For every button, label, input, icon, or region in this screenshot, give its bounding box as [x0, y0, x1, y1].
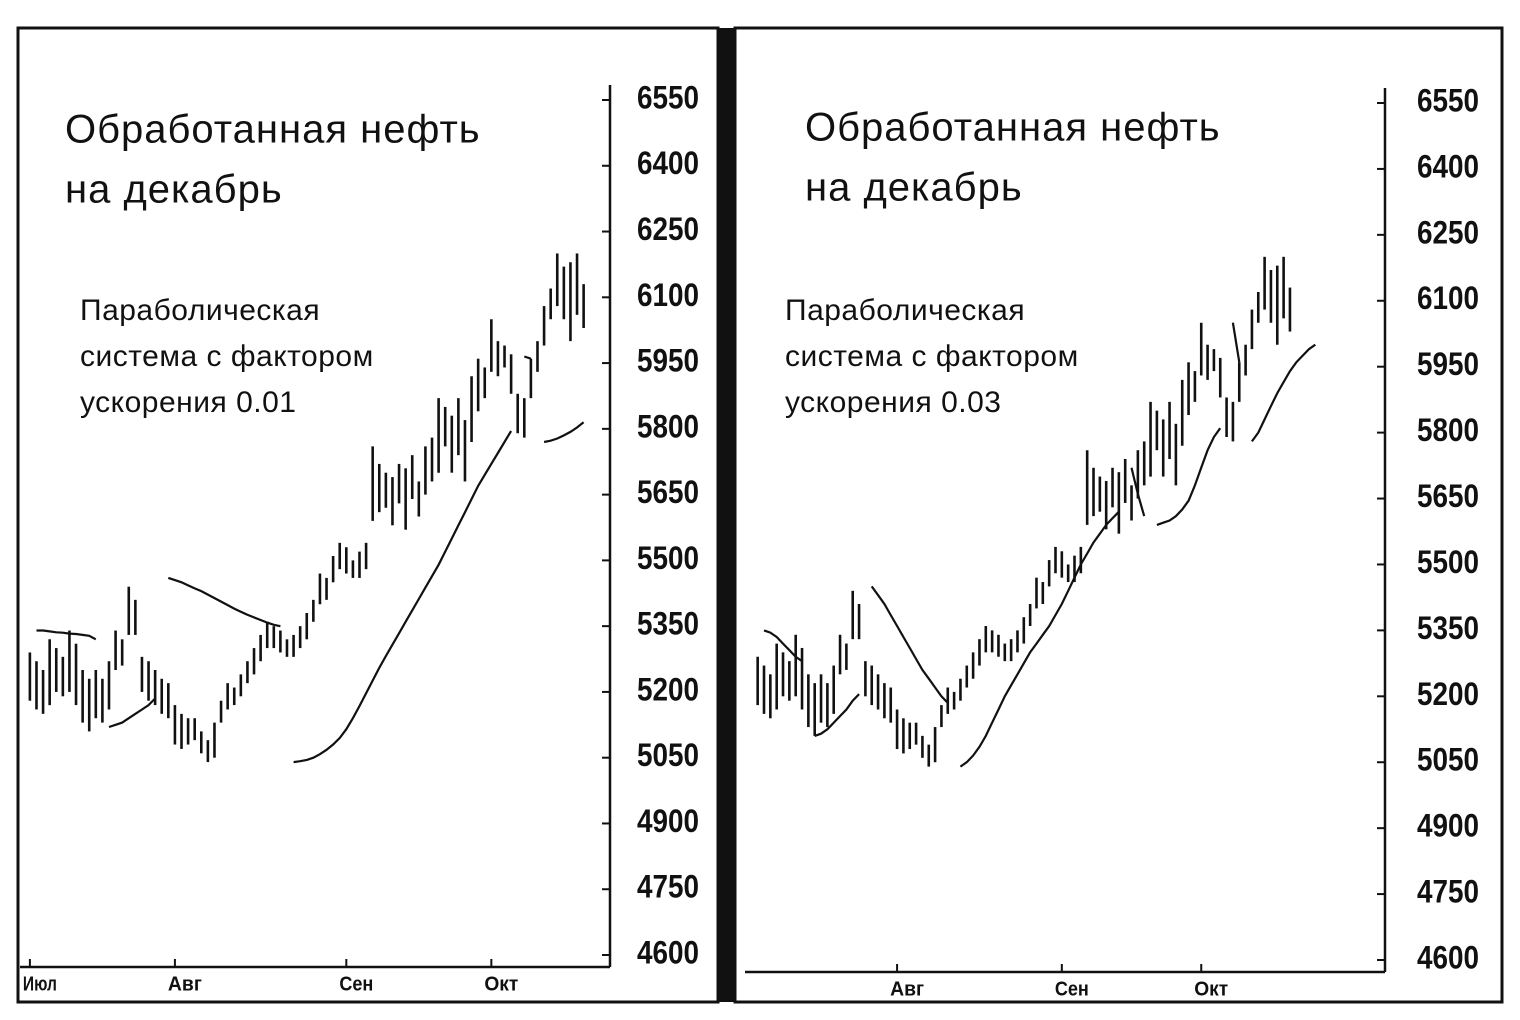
y-tick-label: 5950 — [1417, 346, 1479, 382]
y-tick-label: 5950 — [637, 343, 699, 379]
y-tick-label: 5500 — [1417, 544, 1479, 580]
x-tick-label: Авг — [890, 978, 924, 1000]
y-tick-label: 5350 — [637, 606, 699, 642]
y-tick-label: 5800 — [1417, 412, 1479, 448]
y-tick-label: 5350 — [1417, 610, 1479, 646]
y-tick-label: 6400 — [1417, 148, 1479, 184]
annotation: ускорения 0.03 — [785, 386, 1001, 419]
x-tick-label: Окт — [484, 973, 518, 995]
x-tick-label: Июл — [23, 973, 57, 995]
annotation: система с фактором — [80, 340, 374, 373]
y-tick-label: 6550 — [1417, 82, 1479, 118]
y-tick-label: 4750 — [637, 869, 699, 905]
y-tick-label: 6550 — [637, 79, 699, 115]
panel-divider — [718, 28, 735, 1002]
right-panel-frame — [733, 26, 1504, 1004]
y-tick-label: 5500 — [637, 540, 699, 576]
y-tick-label: 5650 — [1417, 478, 1479, 514]
y-tick-label: 6250 — [637, 211, 699, 247]
y-tick-label: 4900 — [1417, 808, 1479, 844]
y-tick-label: 4600 — [637, 934, 699, 970]
x-tick-label: Сен — [1055, 978, 1089, 1000]
x-tick-label: Авг — [168, 973, 202, 995]
y-tick-label: 4600 — [1417, 939, 1479, 975]
x-tick-label: Окт — [1194, 978, 1228, 1000]
annotation: система с фактором — [785, 340, 1079, 373]
y-tick-label: 6400 — [637, 145, 699, 181]
y-tick-label: 5650 — [637, 474, 699, 510]
chart-title: Обработанная нефть — [65, 108, 481, 152]
y-tick-label: 6100 — [1417, 280, 1479, 316]
y-tick-label: 5200 — [637, 671, 699, 707]
annotation: Параболическая — [80, 294, 320, 327]
annotation: ускорения 0.01 — [80, 386, 296, 419]
chart-title: на декабрь — [805, 166, 1023, 210]
sar-line — [36, 355, 585, 764]
y-tick-label: 4750 — [1417, 874, 1479, 910]
y-tick-label: 5050 — [637, 737, 699, 773]
sar-line — [763, 322, 1316, 768]
y-tick-label: 6250 — [1417, 214, 1479, 250]
chart-title: на декабрь — [65, 168, 283, 212]
y-tick-label: 5800 — [637, 408, 699, 444]
y-tick-label: 6100 — [637, 277, 699, 313]
y-tick-label: 4900 — [637, 803, 699, 839]
y-tick-label: 5050 — [1417, 742, 1479, 778]
annotation: Параболическая — [785, 294, 1025, 327]
x-tick-label: Сен — [339, 973, 373, 995]
chart-title: Обработанная нефть — [805, 106, 1221, 150]
y-tick-label: 5200 — [1417, 676, 1479, 712]
